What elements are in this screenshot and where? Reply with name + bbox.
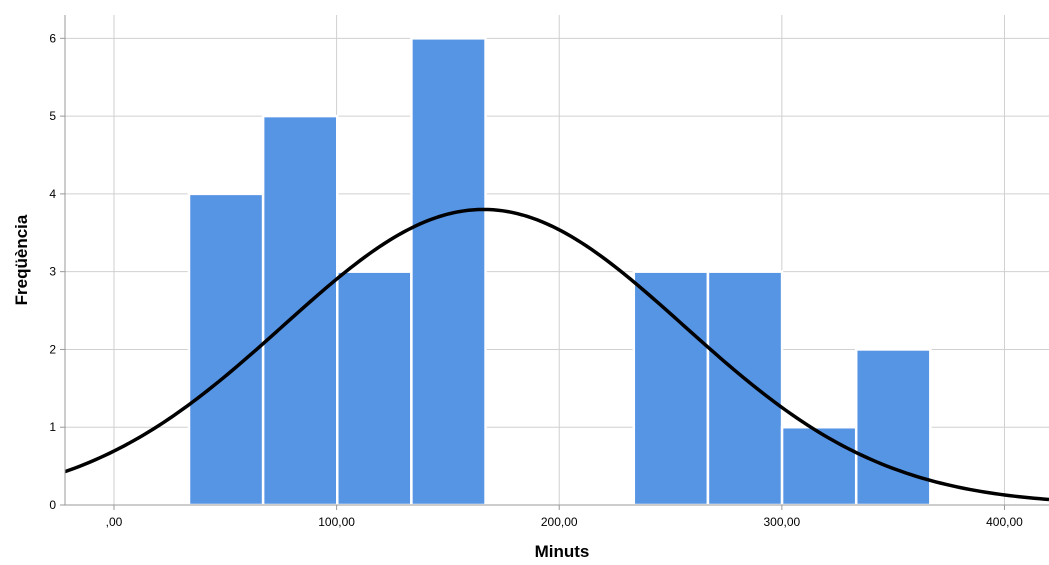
histogram-bars: [187, 37, 932, 507]
y-tick-label: 3: [49, 265, 56, 279]
histogram-bar: [632, 270, 710, 507]
y-tick-label: 4: [49, 187, 56, 201]
x-tick-label: 300,00: [763, 515, 800, 529]
histogram-bar: [336, 270, 413, 507]
histogram-bar: [187, 192, 265, 507]
y-axis-title: Freqüència: [12, 214, 31, 305]
y-tick-label: 1: [49, 420, 56, 434]
histogram-bar: [410, 37, 487, 507]
y-tick-label: 6: [49, 31, 56, 45]
x-tick-label: 400,00: [986, 515, 1023, 529]
y-tick-label: 0: [49, 498, 56, 512]
histogram-bar: [780, 425, 858, 507]
normal-curve-layer: [64, 207, 1049, 502]
axes: [60, 15, 1049, 510]
x-tick-label: 200,00: [541, 515, 578, 529]
tick-labels: 0 1 2 3 4 5 6 ,00 100,00 200,00 300,00 400,00: [49, 31, 1023, 529]
x-tick-label: ,00: [106, 515, 123, 529]
y-tick-label: 5: [49, 109, 56, 123]
histogram-bar: [854, 348, 932, 507]
normal-curve: [64, 207, 1049, 502]
x-tick-label: 100,00: [318, 515, 355, 529]
histogram-bar: [706, 270, 784, 507]
x-axis-title: Minuts: [535, 542, 590, 561]
y-tick-label: 2: [49, 342, 56, 356]
